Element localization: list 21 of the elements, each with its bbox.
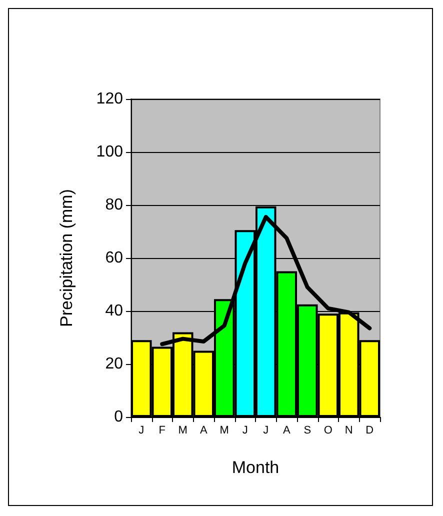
x-tick-label: A xyxy=(200,424,208,436)
y-tick-label: 80 xyxy=(105,196,124,214)
x-tick-label: A xyxy=(282,424,291,436)
x-tick-label: O xyxy=(324,424,333,436)
x-tick-label: J xyxy=(242,424,248,436)
y-tick-label: 20 xyxy=(105,356,124,372)
x-tick-label: M xyxy=(178,424,188,436)
x-axis-title: Month xyxy=(232,458,280,477)
y-tick-label: 0 xyxy=(114,408,124,426)
x-tick-label: N xyxy=(344,424,353,436)
x-tick-label: D xyxy=(366,424,374,436)
y-axis-title: Precipitation (mm) xyxy=(57,189,76,327)
x-tick-label: M xyxy=(220,424,229,436)
x-tick-label: F xyxy=(158,424,166,436)
x-tick-label: S xyxy=(304,424,312,436)
x-tick-label: J xyxy=(138,424,144,436)
y-tick-label: 60 xyxy=(105,250,124,266)
x-tick-label: J xyxy=(263,424,269,436)
y-tick-label: 120 xyxy=(96,90,124,108)
y-tick-label: 100 xyxy=(96,144,124,160)
y-tick-label: 40 xyxy=(105,302,124,320)
